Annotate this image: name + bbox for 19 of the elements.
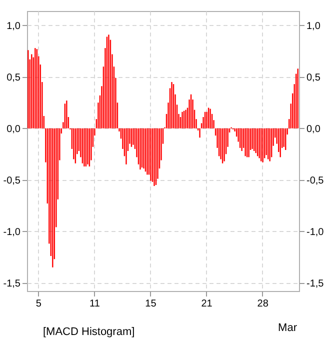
x-tick-label: 5: [36, 298, 42, 310]
x-tick-label: 11: [90, 298, 100, 310]
x-tick-label: 28: [257, 298, 269, 310]
text: Mar: [278, 322, 297, 334]
y2-tick-label: 1,0: [306, 20, 321, 32]
y-tick-label: -1,5: [3, 278, 21, 290]
x-tick-label: 21: [201, 298, 213, 310]
x-tick-label: 15: [145, 298, 157, 310]
y-tick-label: -1,0: [3, 226, 21, 238]
y2-tick-label: 0,5: [306, 72, 321, 84]
y-tick-label: 0,0: [6, 124, 21, 135]
y-tick-label: 0,5: [6, 72, 21, 84]
y-tick-label: 1,0: [6, 20, 21, 32]
y2-tick-label: 0,0: [306, 124, 321, 135]
y-tick-label: -0,5: [3, 175, 21, 186]
y2-tick-label: -1,0: [306, 226, 324, 238]
y2-tick-label: -0,5: [306, 175, 324, 186]
y2-tick-label: -1,5: [306, 278, 324, 290]
text: [MACD Histogram]: [43, 326, 135, 338]
